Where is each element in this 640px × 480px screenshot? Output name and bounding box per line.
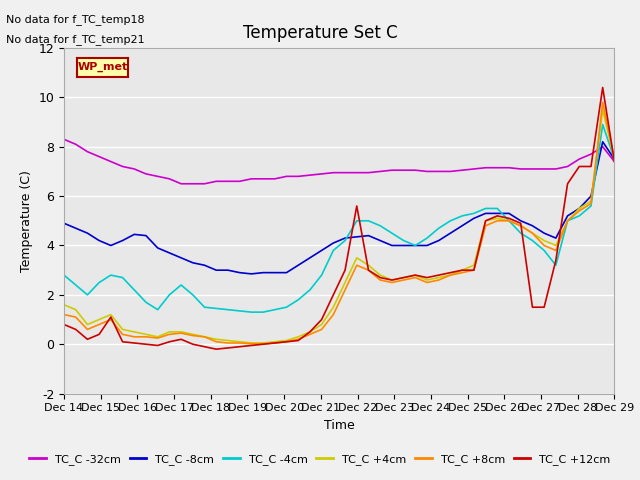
Text: Temperature Set C: Temperature Set C: [243, 24, 397, 42]
Text: No data for f_TC_temp18: No data for f_TC_temp18: [6, 14, 145, 25]
Text: No data for f_TC_temp21: No data for f_TC_temp21: [6, 34, 145, 45]
X-axis label: Time: Time: [324, 419, 355, 432]
Y-axis label: Temperature (C): Temperature (C): [20, 170, 33, 272]
Legend: TC_C -32cm, TC_C -8cm, TC_C -4cm, TC_C +4cm, TC_C +8cm, TC_C +12cm: TC_C -32cm, TC_C -8cm, TC_C -4cm, TC_C +…: [25, 450, 615, 469]
Text: WP_met: WP_met: [77, 62, 127, 72]
